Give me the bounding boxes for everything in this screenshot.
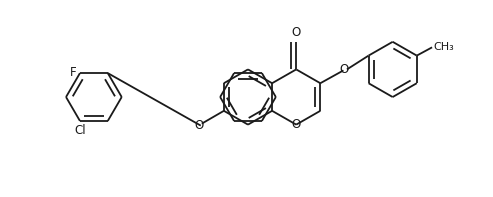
Text: O: O: [291, 26, 301, 39]
Text: O: O: [340, 63, 349, 76]
Text: Cl: Cl: [74, 124, 86, 137]
Text: F: F: [70, 66, 77, 79]
Text: CH₃: CH₃: [434, 42, 455, 52]
Text: O: O: [291, 118, 301, 131]
Text: O: O: [194, 119, 204, 132]
